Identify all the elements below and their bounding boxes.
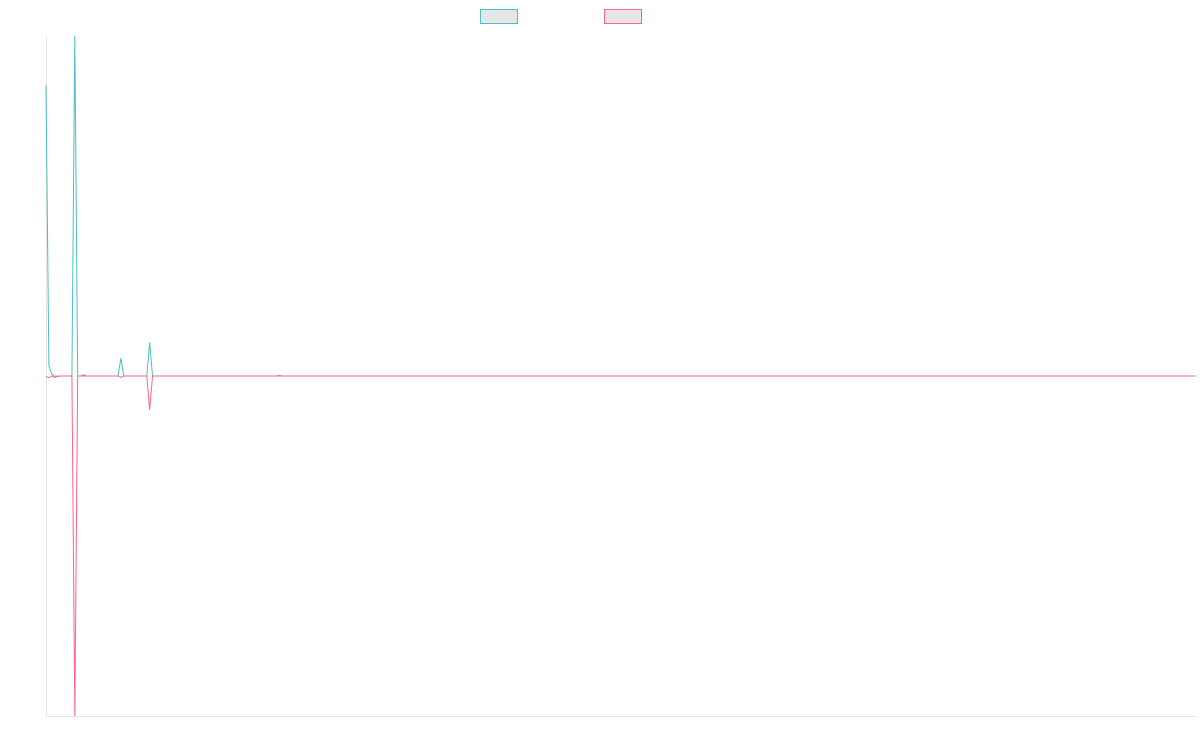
series-line-1[interactable]	[45, 35, 1195, 378]
legend-item-series-1[interactable]	[480, 9, 524, 24]
legend-item-series-2[interactable]	[604, 9, 648, 24]
legend-swatch-series-1	[480, 9, 518, 24]
series-layer	[45, 35, 1195, 717]
legend-swatch-series-2	[604, 9, 642, 24]
series-line-2[interactable]	[45, 375, 1195, 717]
legend	[0, 9, 1200, 27]
